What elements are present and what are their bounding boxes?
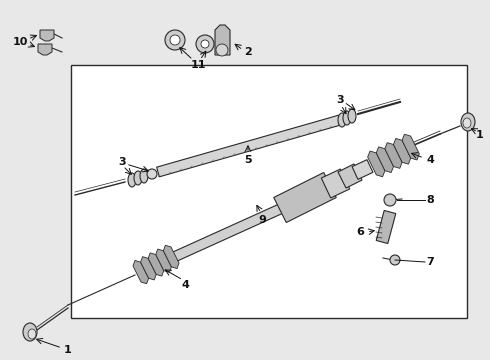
Text: 8: 8: [426, 195, 434, 205]
Ellipse shape: [348, 109, 356, 123]
Polygon shape: [402, 134, 419, 160]
Text: 6: 6: [356, 227, 364, 237]
Text: 10: 10: [12, 37, 28, 47]
Text: 2: 2: [244, 47, 252, 57]
Bar: [71, 65, 467, 318]
Text: 3: 3: [336, 95, 344, 105]
Polygon shape: [274, 172, 336, 222]
Polygon shape: [385, 143, 402, 168]
Polygon shape: [40, 30, 54, 41]
Ellipse shape: [134, 171, 142, 185]
Polygon shape: [368, 151, 385, 177]
Polygon shape: [38, 44, 52, 55]
Text: 4: 4: [426, 155, 434, 165]
Ellipse shape: [461, 113, 475, 131]
Text: 9: 9: [258, 215, 266, 225]
Polygon shape: [376, 211, 396, 244]
Ellipse shape: [463, 118, 471, 128]
Ellipse shape: [196, 35, 214, 53]
Ellipse shape: [343, 111, 351, 125]
Ellipse shape: [216, 44, 228, 56]
Text: 1: 1: [476, 130, 484, 140]
Polygon shape: [172, 195, 302, 262]
Text: 5: 5: [244, 155, 252, 165]
Polygon shape: [156, 249, 171, 272]
Text: 1: 1: [64, 345, 72, 355]
Ellipse shape: [390, 255, 400, 265]
Ellipse shape: [338, 113, 346, 127]
Ellipse shape: [165, 30, 185, 50]
Ellipse shape: [23, 323, 37, 341]
Ellipse shape: [384, 194, 396, 206]
Polygon shape: [393, 139, 411, 164]
Ellipse shape: [140, 169, 148, 183]
Ellipse shape: [147, 169, 157, 179]
Text: 11: 11: [190, 60, 206, 70]
Polygon shape: [376, 147, 393, 172]
Polygon shape: [157, 115, 342, 177]
Text: 7: 7: [426, 257, 434, 267]
Text: 3: 3: [118, 157, 126, 167]
Polygon shape: [352, 159, 373, 179]
Ellipse shape: [128, 173, 136, 187]
Polygon shape: [338, 164, 362, 188]
Polygon shape: [133, 261, 148, 284]
Ellipse shape: [170, 35, 180, 45]
Polygon shape: [141, 257, 156, 280]
Polygon shape: [215, 25, 230, 55]
Polygon shape: [163, 245, 179, 269]
Ellipse shape: [28, 329, 36, 339]
Polygon shape: [148, 253, 164, 276]
Polygon shape: [321, 169, 350, 198]
Ellipse shape: [201, 40, 209, 48]
Text: 4: 4: [181, 280, 189, 290]
